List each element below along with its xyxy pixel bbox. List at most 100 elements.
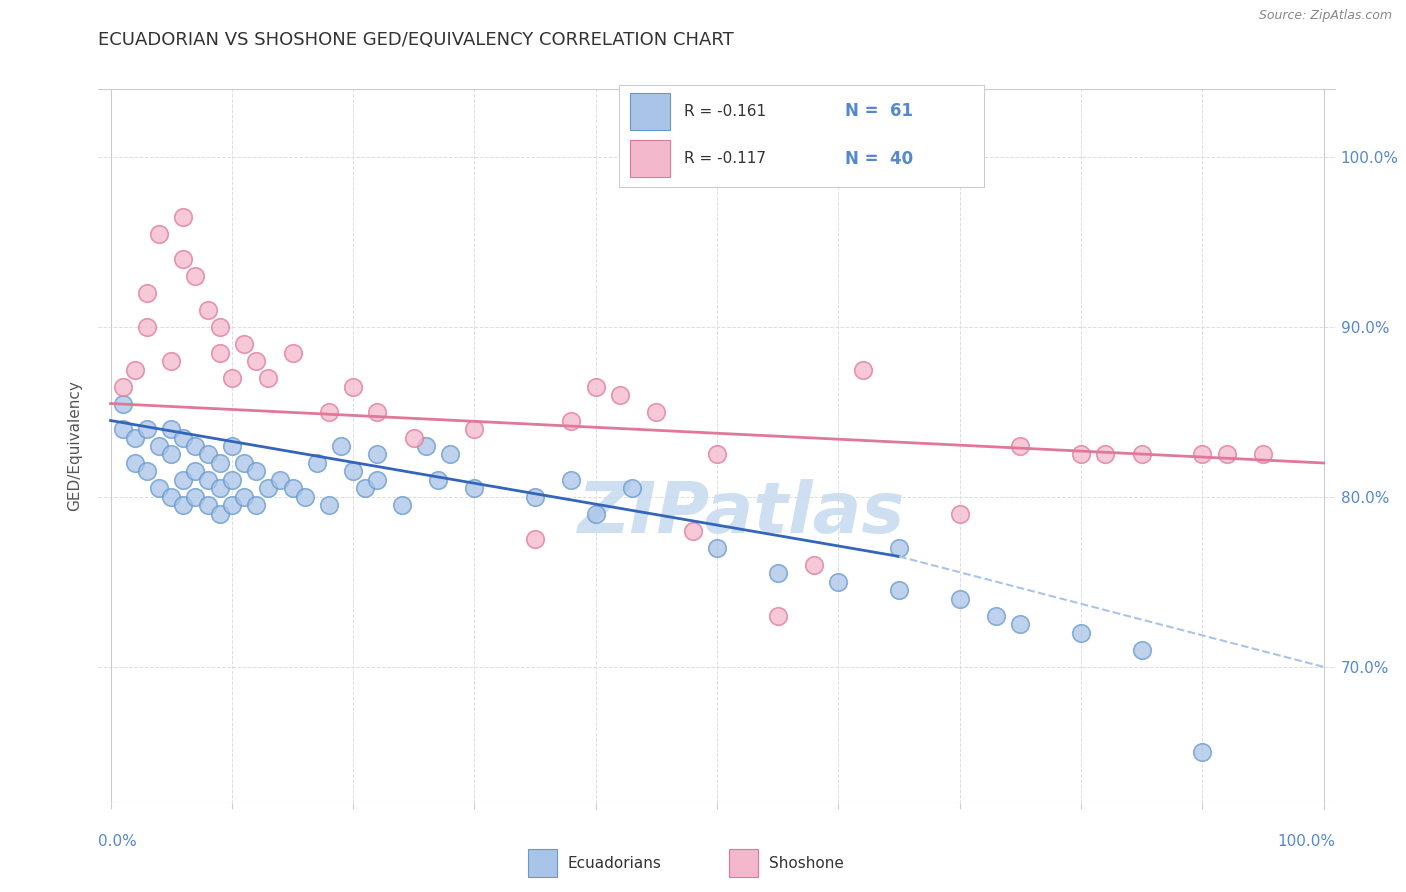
Point: [172, 252, 194, 266]
Point: [524, 490, 547, 504]
Text: ZIPatlas: ZIPatlas: [578, 480, 905, 549]
Point: [803, 558, 825, 572]
Point: [1010, 617, 1032, 632]
Point: [111, 422, 134, 436]
Point: [621, 482, 644, 496]
Point: [560, 413, 582, 427]
Point: [208, 320, 231, 334]
Point: [197, 448, 219, 462]
Point: [463, 422, 485, 436]
Point: [1215, 448, 1237, 462]
Point: [172, 473, 194, 487]
Point: [585, 507, 607, 521]
Point: [318, 499, 340, 513]
Point: [245, 499, 267, 513]
Text: 0.0%: 0.0%: [98, 834, 138, 849]
FancyBboxPatch shape: [728, 849, 758, 877]
Point: [1010, 439, 1032, 453]
Point: [257, 371, 280, 385]
Point: [221, 499, 243, 513]
Point: [281, 345, 304, 359]
Point: [208, 482, 231, 496]
Point: [1094, 448, 1116, 462]
Point: [221, 439, 243, 453]
Point: [245, 354, 267, 368]
Point: [160, 354, 183, 368]
Point: [136, 286, 159, 301]
Point: [148, 227, 170, 241]
Point: [585, 379, 607, 393]
Point: [1191, 745, 1213, 759]
Y-axis label: GED/Equivalency: GED/Equivalency: [67, 381, 83, 511]
Point: [184, 490, 207, 504]
Point: [706, 448, 728, 462]
Point: [184, 439, 207, 453]
Point: [111, 379, 134, 393]
Point: [682, 524, 704, 538]
Point: [560, 473, 582, 487]
Point: [233, 456, 256, 470]
Text: ECUADORIAN VS SHOSHONE GED/EQUIVALENCY CORRELATION CHART: ECUADORIAN VS SHOSHONE GED/EQUIVALENCY C…: [98, 31, 734, 49]
Point: [221, 371, 243, 385]
Point: [208, 456, 231, 470]
Point: [305, 456, 328, 470]
Point: [111, 396, 134, 410]
Text: 100.0%: 100.0%: [1278, 834, 1336, 849]
Text: R = -0.161: R = -0.161: [685, 103, 766, 119]
Point: [184, 465, 207, 479]
Point: [233, 490, 256, 504]
Text: N =  61: N = 61: [845, 103, 914, 120]
Point: [294, 490, 316, 504]
Point: [1070, 448, 1092, 462]
Point: [1251, 448, 1274, 462]
Point: [269, 473, 291, 487]
Point: [136, 320, 159, 334]
Point: [160, 448, 183, 462]
Text: Ecuadorians: Ecuadorians: [568, 855, 662, 871]
Text: Shoshone: Shoshone: [769, 855, 844, 871]
Point: [342, 379, 364, 393]
Point: [318, 405, 340, 419]
Point: [366, 473, 388, 487]
Point: [354, 482, 377, 496]
Point: [160, 490, 183, 504]
Point: [984, 608, 1007, 623]
Point: [415, 439, 437, 453]
Point: [136, 422, 159, 436]
Text: Source: ZipAtlas.com: Source: ZipAtlas.com: [1258, 9, 1392, 22]
Point: [124, 362, 146, 376]
Text: R = -0.117: R = -0.117: [685, 151, 766, 166]
Point: [463, 482, 485, 496]
Point: [645, 405, 668, 419]
Point: [1070, 626, 1092, 640]
Point: [609, 388, 631, 402]
Point: [124, 430, 146, 444]
Point: [342, 465, 364, 479]
Point: [172, 210, 194, 224]
Point: [148, 482, 170, 496]
Point: [766, 608, 789, 623]
FancyBboxPatch shape: [630, 93, 669, 130]
Point: [221, 473, 243, 487]
Point: [439, 448, 461, 462]
Point: [1191, 448, 1213, 462]
Point: [391, 499, 413, 513]
FancyBboxPatch shape: [527, 849, 557, 877]
FancyBboxPatch shape: [630, 140, 669, 177]
Point: [366, 448, 388, 462]
Point: [887, 541, 910, 555]
Point: [402, 430, 425, 444]
Point: [827, 574, 849, 589]
Point: [208, 507, 231, 521]
Point: [706, 541, 728, 555]
Point: [1130, 643, 1153, 657]
Point: [184, 269, 207, 284]
Point: [197, 473, 219, 487]
Point: [330, 439, 353, 453]
Point: [1130, 448, 1153, 462]
Point: [124, 456, 146, 470]
Point: [197, 303, 219, 318]
Point: [949, 591, 972, 606]
Point: [148, 439, 170, 453]
Point: [172, 499, 194, 513]
